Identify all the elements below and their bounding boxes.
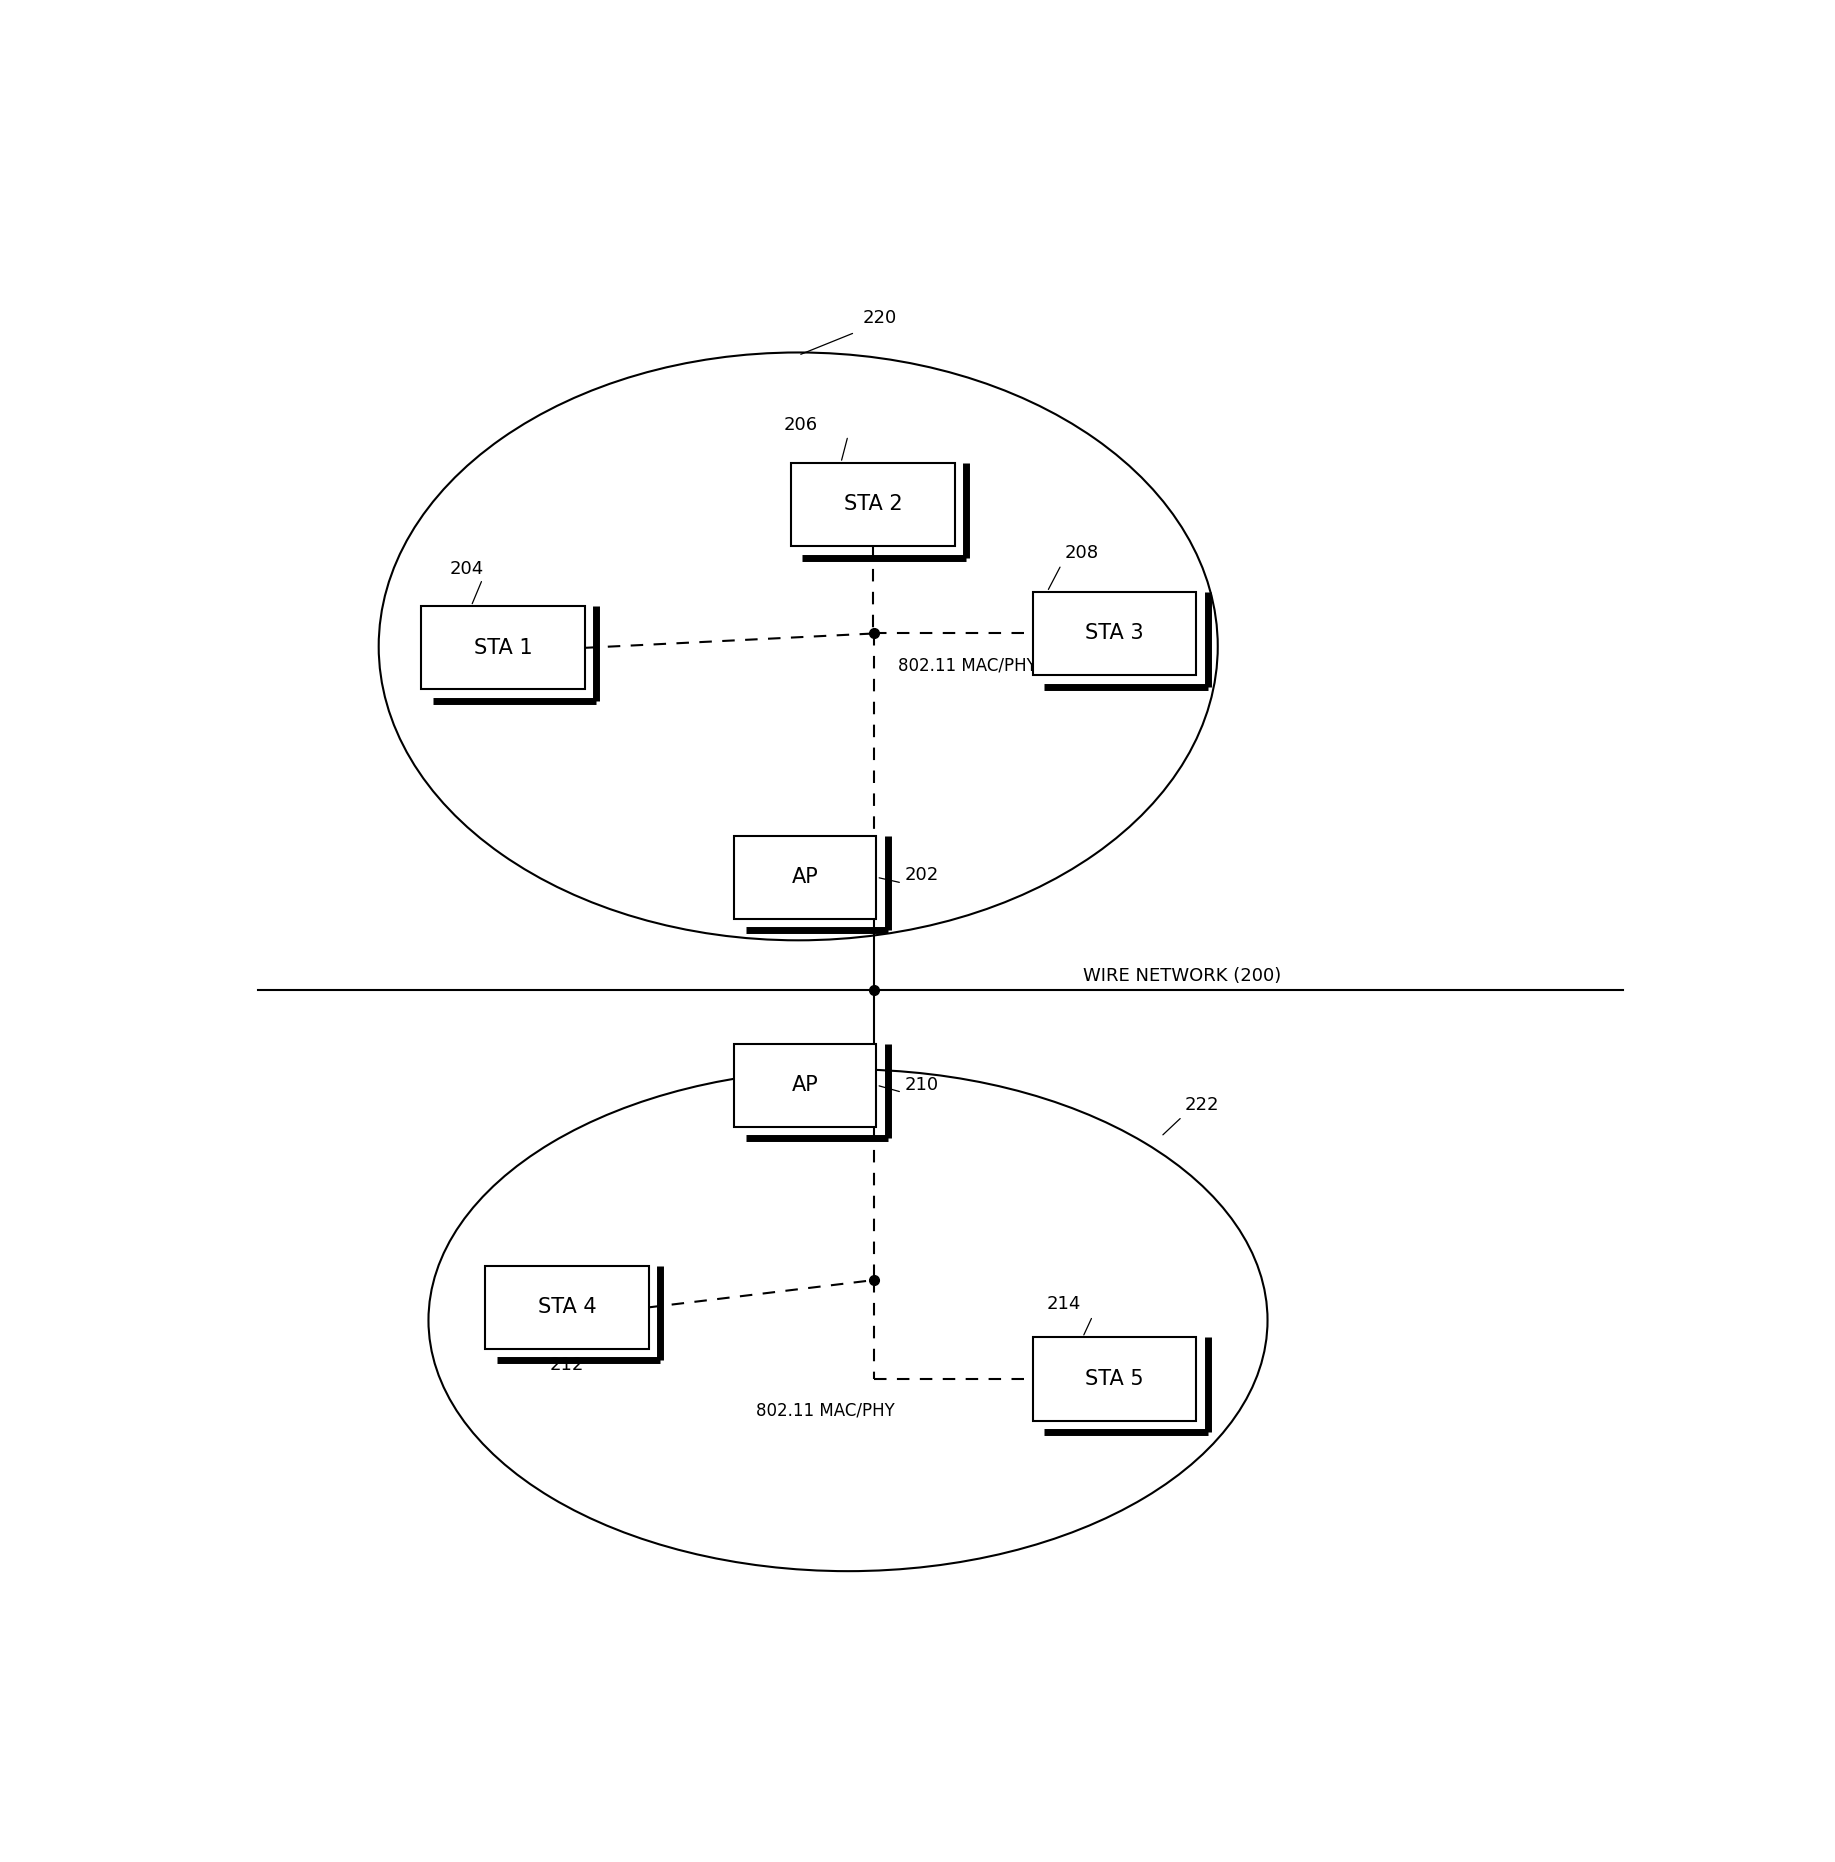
FancyBboxPatch shape xyxy=(484,1266,650,1348)
Text: 206: 206 xyxy=(784,417,818,434)
Text: 222: 222 xyxy=(1185,1097,1220,1113)
FancyBboxPatch shape xyxy=(1033,1337,1196,1421)
Text: AP: AP xyxy=(793,1074,818,1095)
Text: 214: 214 xyxy=(1048,1296,1081,1313)
Text: AP: AP xyxy=(793,868,818,886)
Text: STA 5: STA 5 xyxy=(1084,1369,1143,1389)
Text: STA 4: STA 4 xyxy=(538,1298,596,1316)
Text: 208: 208 xyxy=(1064,544,1099,562)
Text: 212: 212 xyxy=(549,1356,584,1374)
Text: STA 2: STA 2 xyxy=(844,495,903,514)
FancyBboxPatch shape xyxy=(791,464,954,546)
Text: 220: 220 xyxy=(862,309,897,326)
Text: 202: 202 xyxy=(905,866,940,884)
Text: 802.11 MAC/PHY: 802.11 MAC/PHY xyxy=(756,1402,894,1421)
FancyBboxPatch shape xyxy=(422,607,585,689)
FancyBboxPatch shape xyxy=(1033,592,1196,676)
FancyBboxPatch shape xyxy=(734,836,877,918)
Text: 210: 210 xyxy=(905,1076,940,1093)
Text: STA 1: STA 1 xyxy=(473,639,532,657)
Text: WIRE NETWORK (200): WIRE NETWORK (200) xyxy=(1083,966,1281,985)
Text: 204: 204 xyxy=(450,560,484,577)
FancyBboxPatch shape xyxy=(734,1043,877,1127)
Text: 802.11 MAC/PHY: 802.11 MAC/PHY xyxy=(897,657,1037,674)
Text: STA 3: STA 3 xyxy=(1084,624,1143,644)
